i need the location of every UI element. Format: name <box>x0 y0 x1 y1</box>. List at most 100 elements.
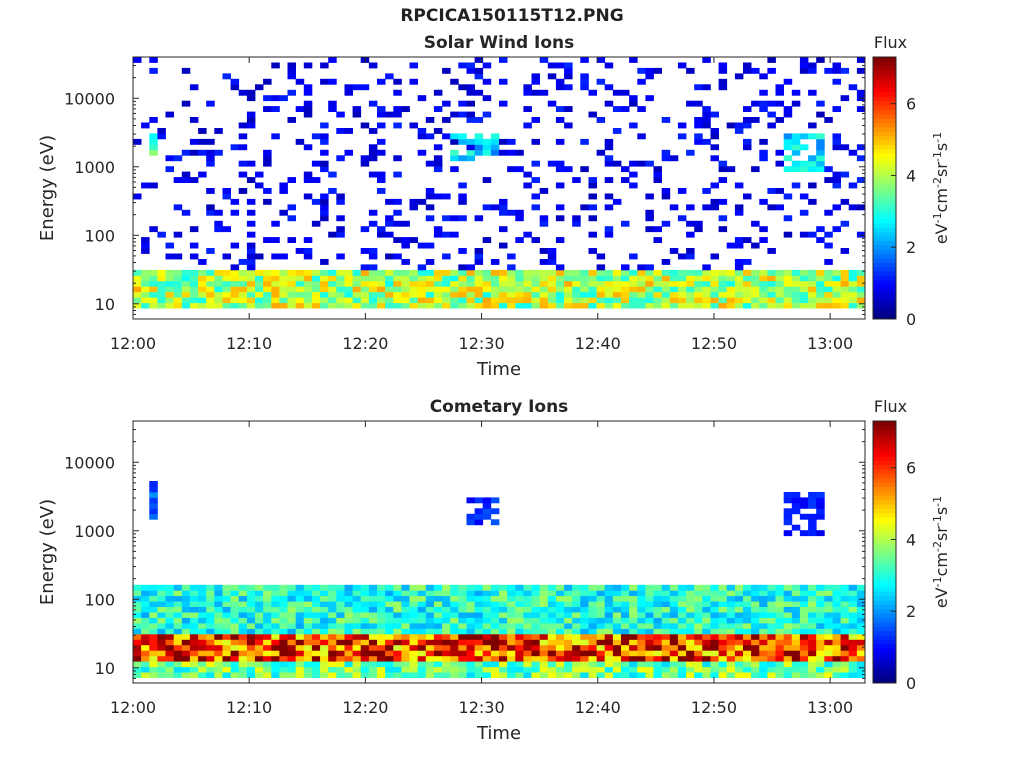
heatmap-cell <box>344 628 353 635</box>
heatmap-cell <box>808 133 817 140</box>
heatmap-cell <box>767 269 776 276</box>
heatmap-cell <box>360 297 370 304</box>
heatmap-cell <box>222 633 231 640</box>
heatmap-cell <box>661 302 671 309</box>
heatmap-cell <box>677 672 687 678</box>
heatmap-cell <box>734 633 744 640</box>
colorbar-step <box>873 310 896 316</box>
heatmap-cell <box>637 623 646 629</box>
heatmap-cell <box>580 584 589 591</box>
heatmap-cell <box>141 590 150 597</box>
heatmap-cell <box>320 198 329 205</box>
heatmap-cell <box>377 612 386 618</box>
heatmap-cell <box>328 297 337 304</box>
heatmap-cell <box>189 628 199 635</box>
heatmap-cell <box>238 275 248 282</box>
heatmap-cell <box>482 644 492 651</box>
heatmap-cell <box>686 248 695 254</box>
heatmap-cell <box>555 269 565 276</box>
heatmap-cell <box>287 633 296 640</box>
heatmap-cell <box>425 639 435 646</box>
colorbar-step <box>873 652 896 658</box>
heatmap-cell <box>425 628 435 635</box>
heatmap-cell <box>295 584 305 591</box>
heatmap-cell <box>263 633 272 640</box>
heatmap-cell <box>539 215 549 222</box>
heatmap-cell <box>547 639 557 646</box>
heatmap-cell <box>198 280 207 287</box>
heatmap-cell <box>490 590 500 597</box>
heatmap-cell <box>287 672 296 678</box>
heatmap-cell <box>295 661 305 668</box>
heatmap-cell <box>401 269 410 276</box>
heatmap-cell <box>531 606 540 613</box>
heatmap-cell <box>596 286 606 293</box>
heatmap-cell <box>840 198 850 205</box>
heatmap-cell <box>482 666 492 673</box>
heatmap-cell <box>263 672 272 678</box>
heatmap-cell <box>799 655 809 662</box>
heatmap-cell <box>523 633 532 640</box>
heatmap-cell <box>718 672 728 678</box>
heatmap-cell <box>653 280 662 287</box>
heatmap-cell <box>840 144 850 151</box>
heatmap-cell <box>604 204 614 211</box>
heatmap-cell <box>198 584 207 591</box>
heatmap-cell <box>295 606 305 613</box>
heatmap-cell <box>368 639 378 646</box>
heatmap-cell <box>588 286 597 293</box>
heatmap-cell <box>206 269 215 276</box>
colorbar-step <box>873 275 896 281</box>
heatmap-cell <box>759 655 768 662</box>
heatmap-cell <box>466 513 475 520</box>
heatmap-cell <box>726 666 736 673</box>
heatmap-cell <box>604 269 614 276</box>
heatmap-cell <box>799 275 809 282</box>
heatmap-cell <box>531 672 540 678</box>
heatmap-cell <box>726 286 736 293</box>
heatmap-cell <box>368 584 378 591</box>
heatmap-cell <box>393 661 402 668</box>
heatmap-cell <box>360 617 370 624</box>
heatmap-cell <box>759 275 768 282</box>
heatmap-cell <box>629 275 638 282</box>
heatmap-cell <box>547 650 557 657</box>
heatmap-cell <box>320 612 329 618</box>
heatmap-cell <box>816 513 825 520</box>
heatmap-cell <box>840 639 850 646</box>
heatmap-cell <box>816 601 825 607</box>
colorbar-step <box>873 600 896 605</box>
heatmap-cell <box>523 106 532 112</box>
heatmap-cell <box>759 89 768 96</box>
heatmap-cell <box>385 628 394 635</box>
heatmap-cell <box>149 601 158 607</box>
heatmap-cell <box>694 672 703 678</box>
heatmap-cell <box>458 138 467 145</box>
heatmap-cell <box>328 595 337 602</box>
heatmap-cell <box>832 606 841 613</box>
heatmap-cell <box>263 286 272 293</box>
heatmap-cell <box>596 253 606 260</box>
heatmap-cell <box>775 269 784 276</box>
heatmap-cell <box>238 601 248 607</box>
heatmap-cell <box>824 286 833 293</box>
heatmap-cell <box>303 661 313 668</box>
heatmap-cell <box>751 584 760 591</box>
heatmap-cell <box>702 672 711 678</box>
heatmap-cell <box>474 286 484 293</box>
heatmap-cell <box>198 606 207 613</box>
heatmap-cell <box>214 612 223 618</box>
heatmap-cell <box>718 584 728 591</box>
heatmap-cell <box>458 623 467 629</box>
heatmap-cell <box>572 633 581 640</box>
heatmap-cell <box>686 639 695 646</box>
heatmap-cell <box>246 248 256 254</box>
heatmap-cell <box>336 623 345 629</box>
heatmap-cell <box>751 672 760 678</box>
heatmap-cell <box>653 286 662 293</box>
heatmap-cell <box>669 601 679 607</box>
heatmap-cell <box>482 144 492 151</box>
heatmap-cell <box>816 584 825 591</box>
heatmap-cell <box>328 291 337 298</box>
heatmap-cell <box>482 661 492 668</box>
